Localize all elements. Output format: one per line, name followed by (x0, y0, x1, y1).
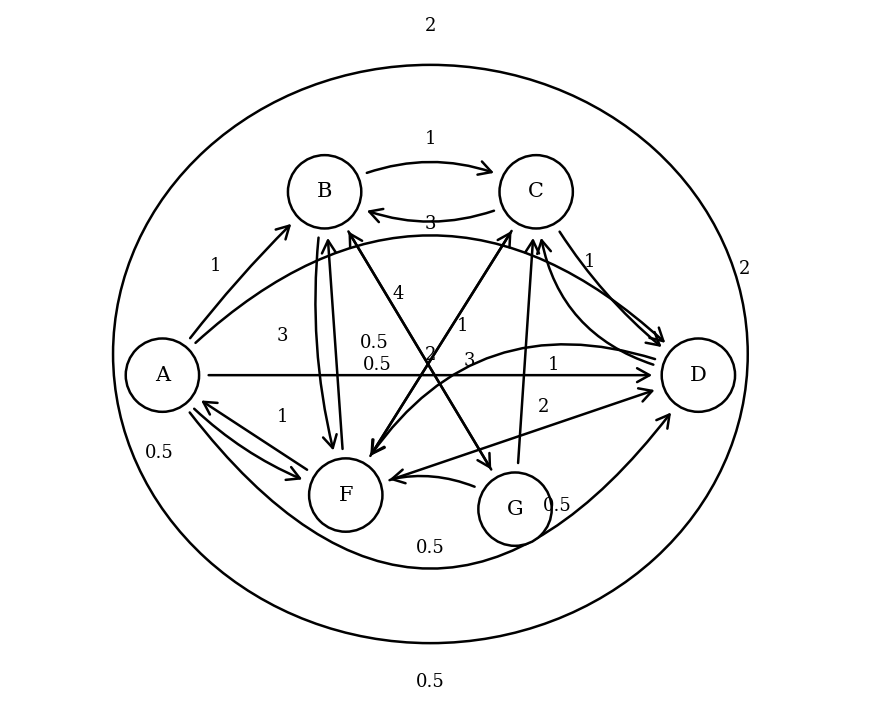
Circle shape (288, 155, 361, 229)
Circle shape (661, 338, 735, 412)
FancyArrowPatch shape (537, 240, 653, 365)
FancyArrowPatch shape (322, 241, 342, 449)
Text: 0.5: 0.5 (543, 496, 572, 515)
Text: 4: 4 (393, 285, 404, 303)
FancyArrowPatch shape (518, 241, 539, 463)
Text: 0.5: 0.5 (363, 355, 392, 374)
Text: 1: 1 (548, 355, 559, 374)
FancyArrowPatch shape (189, 413, 669, 569)
FancyArrowPatch shape (369, 209, 494, 222)
FancyArrowPatch shape (349, 234, 492, 469)
Text: 1: 1 (276, 409, 288, 426)
FancyArrowPatch shape (367, 161, 492, 175)
Circle shape (125, 338, 199, 412)
Text: 2: 2 (425, 17, 436, 35)
Text: 2: 2 (425, 346, 436, 365)
Text: 1: 1 (583, 253, 595, 271)
FancyArrowPatch shape (196, 235, 663, 343)
Text: 3: 3 (276, 327, 288, 346)
FancyArrowPatch shape (194, 409, 300, 480)
Text: 0.5: 0.5 (416, 539, 444, 557)
Text: C: C (528, 182, 544, 201)
FancyArrowPatch shape (372, 344, 655, 454)
FancyArrowPatch shape (316, 238, 337, 448)
Text: 0.5: 0.5 (360, 334, 388, 353)
Text: 1: 1 (425, 130, 436, 148)
Circle shape (500, 155, 573, 229)
FancyArrowPatch shape (389, 388, 653, 480)
FancyArrowPatch shape (371, 233, 510, 456)
Text: 0.5: 0.5 (145, 444, 173, 462)
Text: 3: 3 (463, 352, 475, 370)
Text: 2: 2 (739, 261, 750, 278)
Text: D: D (690, 365, 707, 384)
Text: 0.5: 0.5 (416, 673, 444, 691)
Text: B: B (316, 182, 332, 201)
Text: A: A (155, 365, 170, 384)
FancyArrowPatch shape (348, 232, 490, 467)
FancyArrowPatch shape (372, 231, 511, 454)
Text: G: G (507, 500, 524, 519)
Circle shape (478, 472, 552, 546)
FancyArrowPatch shape (190, 226, 290, 338)
Circle shape (309, 458, 382, 532)
Text: 3: 3 (425, 215, 436, 232)
Text: F: F (339, 486, 353, 505)
FancyArrowPatch shape (209, 368, 650, 382)
FancyArrowPatch shape (392, 469, 475, 486)
Text: 1: 1 (456, 316, 468, 335)
Text: 2: 2 (538, 398, 549, 416)
FancyArrowPatch shape (559, 232, 660, 346)
FancyArrowPatch shape (204, 402, 307, 469)
Text: 1: 1 (210, 257, 221, 275)
